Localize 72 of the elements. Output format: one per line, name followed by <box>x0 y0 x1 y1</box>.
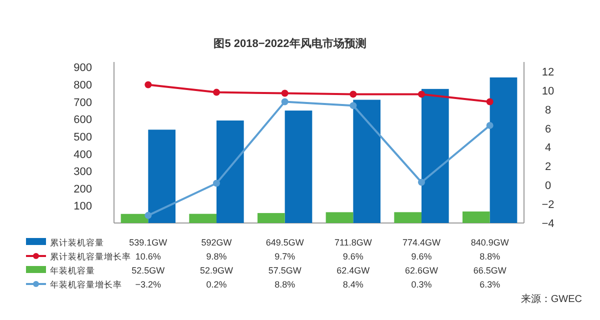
point <box>418 178 425 186</box>
data-label: 10.6% <box>135 252 161 262</box>
data-label: 0.3% <box>411 280 432 290</box>
legend-label: 累计装机容量 <box>50 238 104 248</box>
data-label: 711.8GW <box>334 238 372 248</box>
bar <box>394 212 422 223</box>
bar <box>258 213 285 223</box>
y-tick-label: 700 <box>74 96 92 109</box>
data-label: 9.6% <box>342 252 364 262</box>
data-label: 6.3% <box>480 280 500 290</box>
data-label: 0.2% <box>206 280 227 290</box>
y-tick-label: 800 <box>74 80 92 92</box>
bar <box>326 212 354 223</box>
chart-title: 图5 2018−2022年风电市场预测 <box>214 37 366 50</box>
bar <box>490 77 518 223</box>
data-label: 9.7% <box>274 252 296 262</box>
point <box>144 212 152 219</box>
bar <box>148 130 176 223</box>
point <box>418 90 425 98</box>
legend-label: 累计装机容量增长率 <box>50 252 131 262</box>
point <box>350 102 357 110</box>
data-label: 649.5GW <box>266 238 304 248</box>
y-tick-label: 500 <box>74 131 92 144</box>
bar <box>120 214 148 223</box>
bar <box>353 100 380 223</box>
y2-tick-label: 0 <box>544 180 552 192</box>
data-label: 52.9GW <box>200 266 234 276</box>
y2-tick-label: −2 <box>542 199 554 212</box>
data-label: 66.5GW <box>473 266 507 276</box>
bar <box>189 214 216 223</box>
bar <box>284 110 312 223</box>
legend-label: 年装机容量 <box>50 266 95 276</box>
data-label: 62.6GW <box>404 266 439 276</box>
point <box>350 90 357 98</box>
data-label: 9.6% <box>411 252 432 262</box>
y2-tick-label: 10 <box>542 85 554 98</box>
data-label: 840.9GW <box>470 238 510 248</box>
data-label: 539.1GW <box>129 238 168 248</box>
legend-label: 年装机容量增长率 <box>50 280 122 290</box>
data-label: 774.4GW <box>402 238 442 248</box>
point <box>281 90 288 97</box>
data-label: −3.2% <box>135 280 162 290</box>
y2-tick-label: 6 <box>544 123 552 136</box>
y2-tick-label: −4 <box>542 218 554 230</box>
data-label: 62.4GW <box>336 266 370 276</box>
point <box>213 88 220 96</box>
y2-tick-label: 12 <box>542 66 554 78</box>
y-tick-label: 600 <box>74 114 92 126</box>
y2-tick-label: 8 <box>544 104 552 116</box>
bar <box>462 211 490 223</box>
point <box>281 98 288 106</box>
data-label: 8.4% <box>342 280 364 290</box>
source-note: 来源：GWEC <box>520 293 582 305</box>
point <box>486 98 494 106</box>
data-label: 8.8% <box>480 252 500 262</box>
y-tick-label: 300 <box>74 166 92 178</box>
data-label: 592GW <box>201 238 232 248</box>
bar <box>422 88 449 223</box>
y2-tick-label: 4 <box>544 142 552 154</box>
y-tick-label: 900 <box>74 62 92 74</box>
bar <box>216 120 244 223</box>
point <box>144 81 152 88</box>
y-tick-label: 200 <box>74 183 92 196</box>
y2-tick-label: 2 <box>544 161 552 174</box>
data-label: 9.8% <box>206 252 227 262</box>
data-label: 57.5GW <box>268 266 302 276</box>
data-label: 8.8% <box>274 280 296 290</box>
y-tick-label: 400 <box>74 148 92 161</box>
data-label: 52.5GW <box>132 266 166 276</box>
y-tick-label: 100 <box>74 200 92 213</box>
point <box>213 180 220 187</box>
point <box>486 122 494 129</box>
